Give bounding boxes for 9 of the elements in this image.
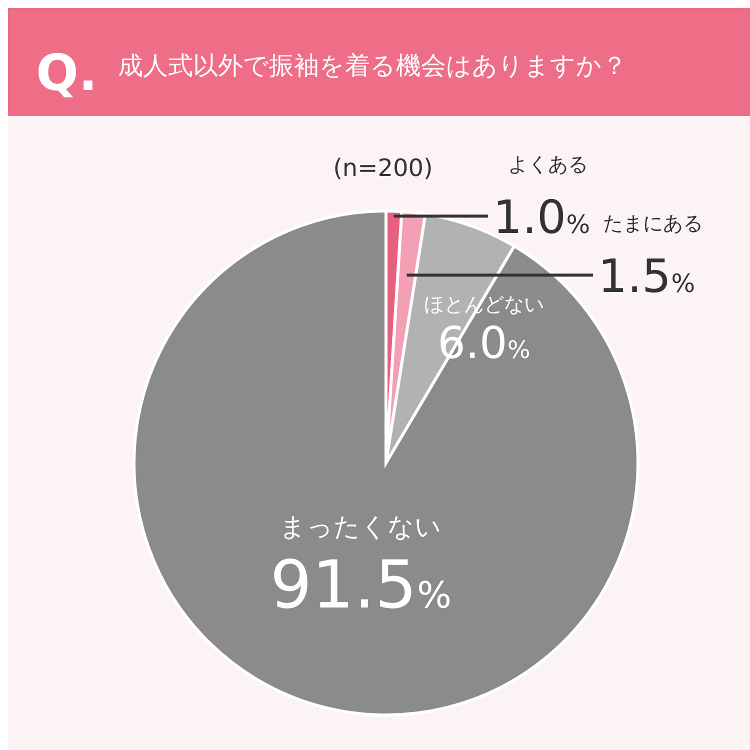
data-label: 1.0% [493, 190, 590, 244]
data-label: 91.5% [270, 546, 452, 624]
text: Q. [36, 44, 98, 102]
slice-label: よくある [508, 152, 588, 176]
slice-label: たまにある [603, 211, 703, 236]
data-label: 1.5% [598, 249, 696, 304]
slice-label: まったくない [280, 512, 442, 542]
chart-title: 成人式以外で振袖を着る機会はありますか？ [118, 51, 627, 80]
chart-subtitle: (n=200) [333, 154, 433, 182]
